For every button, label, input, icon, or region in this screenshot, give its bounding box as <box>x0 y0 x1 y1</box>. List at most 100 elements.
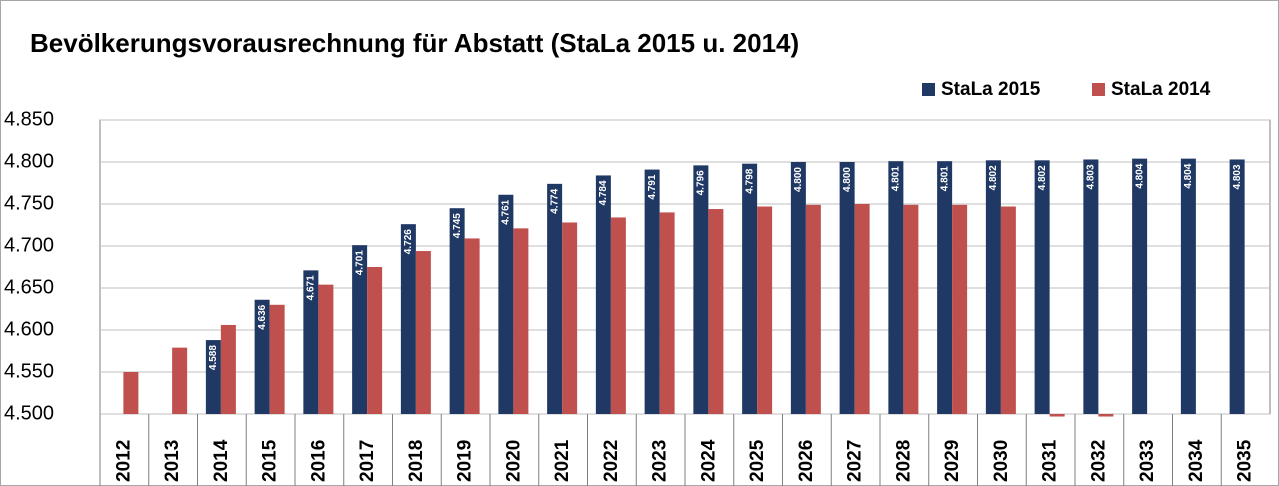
value-label: 4.798 <box>744 168 755 193</box>
x-tick-label: 2017 <box>357 440 378 482</box>
bar <box>254 299 270 414</box>
bar <box>1034 160 1050 414</box>
bar <box>1180 158 1196 414</box>
y-tick-label: 4.750 <box>4 192 54 214</box>
bar <box>513 228 529 414</box>
legend-label: StaLa 2015 <box>941 79 1041 100</box>
bar <box>464 238 480 414</box>
x-tick-label: 2022 <box>601 440 622 482</box>
x-tick-label: 2023 <box>650 440 671 482</box>
bar <box>123 372 139 414</box>
y-tick-label: 4.850 <box>4 108 54 130</box>
y-tick-label: 4.800 <box>4 150 54 172</box>
bar <box>1083 159 1099 414</box>
bar <box>367 267 383 414</box>
value-label: 4.745 <box>452 213 463 238</box>
x-tick-label: 2034 <box>1186 439 1207 482</box>
bar <box>547 183 563 414</box>
bar <box>449 208 465 414</box>
value-label: 4.801 <box>939 166 950 191</box>
x-tick-label: 2016 <box>308 440 329 482</box>
value-label: 4.671 <box>306 275 317 300</box>
x-tick-label: 2012 <box>113 440 134 482</box>
bar <box>595 175 611 414</box>
y-tick-label: 4.550 <box>4 360 54 382</box>
value-label: 4.761 <box>501 199 512 224</box>
bar <box>757 206 773 414</box>
bar <box>903 204 919 414</box>
bar <box>790 162 806 414</box>
bar <box>805 204 821 414</box>
bar <box>220 324 236 414</box>
legend-swatch <box>1092 83 1105 96</box>
x-tick-label: 2032 <box>1088 440 1109 482</box>
bar <box>415 251 431 414</box>
value-label: 4.726 <box>403 229 414 254</box>
bar <box>888 161 904 414</box>
value-label: 4.801 <box>891 166 902 191</box>
bar <box>303 270 319 414</box>
bar <box>1132 158 1148 414</box>
x-tick-label: 2035 <box>1235 439 1256 482</box>
legend-label: StaLa 2014 <box>1111 79 1211 100</box>
legend-swatch <box>922 83 935 96</box>
bar <box>742 163 758 414</box>
bar <box>854 204 870 414</box>
value-label: 4.791 <box>647 174 658 199</box>
y-tick-label: 4.500 <box>4 402 54 424</box>
plot-area <box>99 119 1271 415</box>
bar <box>644 169 660 414</box>
value-label: 4.803 <box>1232 164 1243 189</box>
x-tick-label: 2020 <box>503 440 524 482</box>
value-label: 4.796 <box>696 170 707 195</box>
bar <box>498 194 514 414</box>
x-tick-label: 2026 <box>796 440 817 482</box>
x-tick-label: 2013 <box>162 440 183 482</box>
bar <box>172 347 188 414</box>
x-tick-label: 2029 <box>942 440 963 482</box>
value-label: 4.804 <box>1134 163 1145 188</box>
bar <box>659 212 675 414</box>
x-tick-label: 2027 <box>845 440 866 482</box>
x-tick-label: 2018 <box>406 440 427 482</box>
bar <box>985 160 1001 414</box>
bar <box>839 162 855 414</box>
value-label: 4.588 <box>208 345 219 370</box>
x-tick-label: 2025 <box>747 439 768 482</box>
bar <box>708 209 724 414</box>
bar <box>1049 414 1065 417</box>
x-tick-label: 2031 <box>1040 439 1061 482</box>
x-tick-label: 2021 <box>552 439 573 482</box>
bar <box>1000 206 1016 414</box>
value-label: 4.802 <box>988 165 999 190</box>
value-label: 4.636 <box>257 304 268 329</box>
x-tick-label: 2033 <box>1137 440 1158 482</box>
bar <box>693 165 709 414</box>
bar <box>937 161 953 414</box>
value-label: 4.803 <box>1086 164 1097 189</box>
bar <box>562 222 578 414</box>
value-label: 4.784 <box>598 180 609 205</box>
chart-title: Bevölkerungsvorausrechnung für Abstatt (… <box>30 28 799 58</box>
value-label: 4.701 <box>354 250 365 275</box>
x-tick-label: 2019 <box>455 440 476 482</box>
bar <box>318 284 334 414</box>
y-tick-label: 4.650 <box>4 276 54 298</box>
x-tick-label: 2030 <box>991 440 1012 482</box>
value-label: 4.802 <box>1037 165 1048 190</box>
x-tick-label: 2024 <box>698 439 719 482</box>
bar <box>400 224 416 414</box>
bar <box>205 340 221 414</box>
value-label: 4.804 <box>1183 163 1194 188</box>
x-tick-label: 2015 <box>260 439 281 482</box>
bar <box>352 245 368 414</box>
value-label: 4.800 <box>793 167 804 192</box>
y-tick-label: 4.600 <box>4 318 54 340</box>
x-tick-label: 2028 <box>893 440 914 482</box>
bar <box>610 217 626 414</box>
bar <box>1098 414 1114 417</box>
bar <box>1229 159 1245 414</box>
value-label: 4.800 <box>842 167 853 192</box>
x-tick-label: 2014 <box>211 439 232 482</box>
